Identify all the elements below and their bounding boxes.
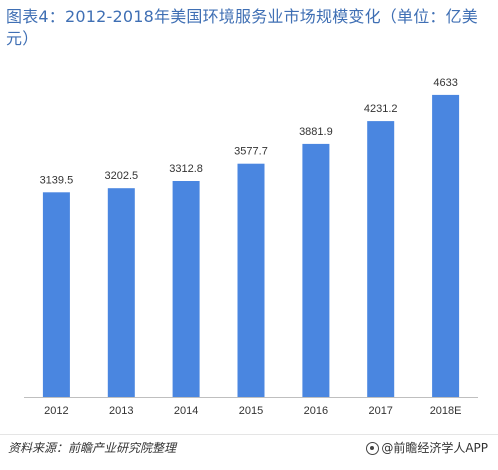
value-labels-layer: 3139.5 3202.5 3312.8 3577.7 3881.9 4231.2 4633 (40, 77, 458, 186)
chart-title: 图表4：2012-2018年美国环境服务业市场规模变化（单位：亿美元） (6, 7, 478, 48)
source-note: 资料来源：前瞻产业研究院整理 (8, 441, 177, 455)
x-tick-label-2016: 2016 (304, 405, 328, 417)
bar-2018E (432, 94, 460, 398)
x-tick-label-2013: 2013 (109, 405, 133, 417)
x-tick-label-2018E: 2018E (430, 405, 462, 417)
footer-divider (0, 434, 498, 435)
x-tick-label-2014: 2014 (174, 405, 198, 417)
value-label-2014: 3312.8 (169, 163, 203, 175)
bars-layer (42, 94, 460, 398)
value-label-2018E: 4633 (433, 77, 457, 89)
x-tick-label-2015: 2015 (239, 405, 263, 417)
bar-2017 (367, 121, 395, 397)
brand-logo-icon (366, 441, 380, 455)
value-label-2016: 3881.9 (299, 126, 333, 138)
bar-2014 (172, 181, 200, 397)
bar-2015 (237, 163, 265, 397)
value-label-2012: 3139.5 (40, 174, 74, 186)
bar-2012 (42, 192, 70, 397)
bar-2016 (302, 143, 330, 397)
brand-credit: @前瞻经济学人APP (366, 440, 488, 456)
x-axis: 2012 2013 2014 2015 2016 2017 2018E (24, 397, 478, 417)
x-tick-label-2017: 2017 (368, 405, 392, 417)
value-label-2017: 4231.2 (364, 103, 398, 115)
brand-text: @前瞻经济学人APP (381, 441, 488, 455)
value-label-2013: 3202.5 (104, 170, 138, 182)
value-label-2015: 3577.7 (234, 146, 268, 158)
bar-2013 (107, 188, 135, 397)
x-tick-label-2012: 2012 (44, 405, 68, 417)
